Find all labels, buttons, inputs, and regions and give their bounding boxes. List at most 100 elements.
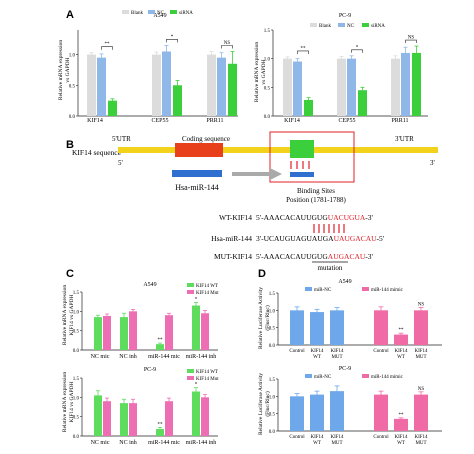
- chart-legend: KIF14 WT KIF14 Mut: [187, 283, 219, 296]
- x-tick-label: KIF14: [414, 349, 428, 354]
- significance-bracket: [101, 46, 113, 50]
- y-tick-label: 1.0: [73, 310, 80, 315]
- wt-sequence: 5'-AAACACAUUGUGUACUGUA-3': [256, 213, 374, 222]
- bar: [94, 317, 102, 350]
- bar: [156, 429, 164, 436]
- x-tick-label: NC mic: [91, 354, 110, 360]
- x-tick-label: MUT: [331, 441, 342, 446]
- bar: [207, 54, 216, 116]
- legend-label-mimic: miR-144 mimic: [371, 375, 404, 380]
- bar: [290, 310, 304, 345]
- chart-legend: Blank NC siRNA: [310, 23, 385, 29]
- y-axis-label-line2: vs GAPDH: [261, 59, 267, 84]
- bar: [192, 305, 200, 350]
- significance-label: **: [105, 42, 111, 47]
- y-tick-label: 0.5: [264, 86, 271, 91]
- x-tick-label: WT: [313, 355, 321, 360]
- significance-label: *: [171, 35, 174, 40]
- bar: [394, 334, 408, 345]
- legend-swatch-mut: [187, 290, 194, 294]
- bar: [412, 52, 421, 116]
- y-axis-label-line2: (Fluc/Rluc): [264, 305, 271, 331]
- chart-title: PC-9: [144, 367, 156, 373]
- x-tick-label: KIF14: [414, 435, 428, 440]
- legend-swatch-mirnc: [305, 287, 312, 291]
- bar: [394, 418, 408, 431]
- bar: [162, 51, 171, 116]
- chart-legend: Blank NC siRNA: [122, 10, 193, 16]
- x-tick-label: miR-144 mic: [148, 354, 180, 360]
- panel-letter-c: C: [66, 268, 74, 280]
- binding-site-highlight-box: [269, 131, 355, 183]
- chart-title: PC-9: [339, 366, 351, 372]
- kif14-sequence-bar: [118, 147, 438, 153]
- x-tick-label: KIF14: [87, 118, 103, 124]
- x-tick-label: KIF14: [310, 349, 324, 354]
- coding-sequence-block: [175, 143, 223, 157]
- bar: [283, 58, 292, 116]
- x-tick-label: KIF14: [330, 349, 344, 354]
- x-tick-label: WT: [313, 441, 321, 446]
- x-tick-label: miR-144 inh: [186, 354, 217, 360]
- y-tick-label: 0.0: [269, 344, 276, 349]
- bar: [337, 58, 346, 116]
- y-tick-label: 0.5: [269, 413, 276, 418]
- y-tick-label: 0.0: [69, 115, 76, 120]
- bar: [97, 57, 106, 116]
- chart-title: A549: [153, 13, 166, 19]
- panel-a-left-plot: 0.00.51.0***NS: [69, 30, 238, 120]
- significance-bracket: [297, 50, 309, 54]
- y-tick-label: 1.5: [269, 292, 276, 297]
- legend-swatch-mimic: [362, 374, 369, 378]
- y-tick-label: 0.5: [73, 330, 80, 335]
- significance-label: NS: [408, 36, 415, 41]
- bar: [330, 310, 344, 345]
- x-tick-label: MUT: [331, 355, 342, 360]
- bar: [293, 61, 302, 116]
- significance-label: NS: [418, 303, 425, 308]
- x-tick-label: KIF14: [394, 435, 408, 440]
- y-tick-label: 0.0: [73, 349, 80, 354]
- binding-sites-title: Binding Sites: [297, 187, 335, 195]
- significance-label: NS: [418, 387, 425, 392]
- legend-label-wt: KIF14 WT: [196, 370, 218, 375]
- significance-label: **: [399, 328, 405, 333]
- legend-label-nc: NC: [347, 24, 355, 29]
- y-tick-label: 1.0: [269, 309, 276, 314]
- mutation-label: mutation: [318, 264, 343, 272]
- panel-c-top-plot: 0.00.51.01.5***: [73, 291, 218, 354]
- wt-mir-pairing-lines: [313, 224, 345, 233]
- panel-letter-b: B: [66, 139, 74, 151]
- y-tick-label: 1.5: [269, 378, 276, 383]
- chart-title: A549: [338, 279, 351, 285]
- panel-d-bottom-chart: PC-9 miR-NC miR-144 mimic Relative Lucif…: [257, 366, 442, 446]
- y-tick-label: 1.5: [264, 29, 271, 34]
- y-tick-label: 1.5: [73, 377, 80, 382]
- y-axis-label-line1: Relative mRNA expression: [62, 372, 68, 432]
- legend-swatch-wt: [187, 283, 194, 287]
- x-tick-label: Control: [373, 435, 389, 440]
- x-tick-label: NC inh: [119, 354, 137, 360]
- bar: [165, 401, 173, 436]
- panel-d-top-chart: A549 miR-NC miR-144 mimic Relative Lucif…: [257, 279, 442, 360]
- bar: [156, 344, 164, 350]
- y-axis-label-line2: vs GAPDH: [65, 57, 71, 82]
- mut-label: MUT-KIF14: [214, 252, 252, 261]
- coding-sequence-label: Coding sequence: [182, 135, 230, 143]
- legend-label-wt: KIF14 WT: [196, 284, 218, 289]
- bar: [201, 313, 209, 350]
- legend-label-blank: Blank: [131, 11, 143, 16]
- legend-swatch-mut: [187, 376, 194, 380]
- legend-swatch-nc: [338, 23, 345, 27]
- bar: [129, 311, 137, 350]
- significance-label: *: [195, 297, 198, 302]
- panel-letter-d: D: [258, 268, 266, 280]
- mir-label: Hsa-miR-144: [211, 234, 252, 243]
- bar: [94, 395, 102, 436]
- bar: [103, 401, 111, 436]
- utr5-label: 5'UTR: [112, 135, 131, 143]
- legend-label-mimic: miR-144 mimic: [371, 288, 404, 293]
- mirna-label: Hsa-miR-144: [175, 183, 219, 192]
- x-tick-label: WT: [397, 441, 405, 446]
- y-tick-label: 0.5: [69, 84, 76, 89]
